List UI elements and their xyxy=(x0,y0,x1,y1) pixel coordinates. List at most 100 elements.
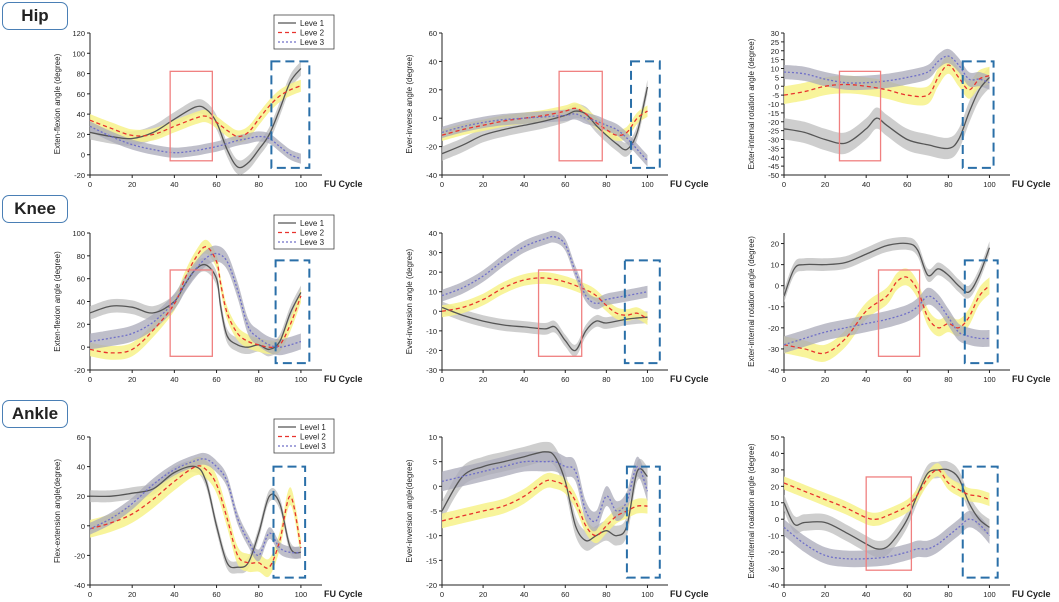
x-tick-label: 80 xyxy=(602,375,610,384)
y-tick-label: 15 xyxy=(771,56,779,65)
y-tick-label: 0 xyxy=(81,343,85,352)
series-line-level-1 xyxy=(441,451,648,542)
x-tick-label: 100 xyxy=(641,180,654,189)
highlight-red-box xyxy=(558,70,603,162)
band-level-1 xyxy=(784,460,990,558)
y-tick-label: 120 xyxy=(72,29,85,38)
x-axis-label: FU Cycle xyxy=(670,589,709,599)
x-tick-label: 0 xyxy=(440,375,444,384)
legend-box xyxy=(273,14,335,50)
y-tick-label: 20 xyxy=(429,86,437,95)
x-tick-label: 0 xyxy=(782,590,786,599)
highlight-red-box xyxy=(169,70,213,162)
y-axis-label: Ever-inversion angle(degree) xyxy=(405,459,414,563)
x-tick-label: 60 xyxy=(561,375,569,384)
x-tick-label: 80 xyxy=(944,590,952,599)
chart-panel-hip-2: -40 -20 0 20 40 60 0 20 40 60 80 100 FU Cycle Ever-in… xyxy=(405,29,709,189)
legend-label: Leve 3 xyxy=(300,238,325,247)
x-tick-label: 60 xyxy=(903,375,911,384)
y-tick-label: -5 xyxy=(430,507,437,516)
y-tick-label: -35 xyxy=(768,144,779,153)
highlight-blue-box xyxy=(274,259,311,365)
x-axis-label: FU Cycle xyxy=(324,589,363,599)
legend-label: Leve 2 xyxy=(300,229,325,238)
band-level-2 xyxy=(784,463,990,526)
y-tick-label: -50 xyxy=(768,171,779,180)
band-leve-3 xyxy=(90,121,301,164)
series-line-leve-2 xyxy=(441,107,648,137)
y-tick-label: 10 xyxy=(429,433,437,442)
y-tick-label: -15 xyxy=(426,556,437,565)
y-tick-label: 80 xyxy=(77,252,85,261)
y-tick-label: -40 xyxy=(74,581,85,590)
x-tick-label: 80 xyxy=(255,590,263,599)
x-tick-label: 20 xyxy=(821,375,829,384)
y-tick-label: 10 xyxy=(771,261,779,270)
highlight-blue-box xyxy=(961,60,995,169)
x-tick-label: 60 xyxy=(561,590,569,599)
x-tick-label: 0 xyxy=(88,375,92,384)
x-tick-label: 100 xyxy=(983,590,996,599)
y-tick-label: -30 xyxy=(768,136,779,145)
x-tick-label: 40 xyxy=(520,590,528,599)
y-tick-label: -20 xyxy=(768,548,779,557)
x-tick-label: 0 xyxy=(88,590,92,599)
y-tick-label: 10 xyxy=(771,65,779,74)
x-tick-label: 100 xyxy=(983,375,996,384)
x-tick-label: 0 xyxy=(440,180,444,189)
y-tick-label: 30 xyxy=(429,249,437,258)
y-tick-label: -30 xyxy=(768,565,779,574)
y-tick-label: 40 xyxy=(429,57,437,66)
y-tick-label: -30 xyxy=(426,366,437,375)
y-tick-label: 40 xyxy=(77,463,85,472)
y-axis-label: Ever-inverse angle (degree) xyxy=(405,54,414,153)
y-tick-label: 60 xyxy=(77,90,85,99)
y-axis-label: Ever-inversion angle (degree) xyxy=(405,248,414,354)
x-tick-label: 20 xyxy=(128,180,136,189)
y-tick-label: 0 xyxy=(775,82,779,91)
y-tick-label: -20 xyxy=(426,143,437,152)
y-tick-label: -20 xyxy=(426,346,437,355)
legend-label: Leve 2 xyxy=(300,29,325,38)
legend-label: Leve 1 xyxy=(300,219,325,228)
chart-panel-knee-2: -30 -20 -10 0 10 20 30 40 0 20 40 60 80 100 FU Cycle Ev… xyxy=(405,229,709,384)
series-line-level-2 xyxy=(783,469,990,520)
series-line-leve-1 xyxy=(783,76,990,150)
x-tick-label: 40 xyxy=(170,375,178,384)
x-axis-label: FU Cycle xyxy=(324,179,363,189)
series-line-leve-3 xyxy=(89,252,302,348)
chart-panel-ankle-1: -40 -20 0 20 40 60 0 20 40 60 80 100 FU Cycle Flex-ex… xyxy=(53,418,363,599)
x-axis-label: FU Cycle xyxy=(324,374,363,384)
y-tick-label: 20 xyxy=(771,482,779,491)
x-tick-label: 100 xyxy=(295,590,308,599)
band-level-3 xyxy=(784,510,990,568)
y-tick-label: -10 xyxy=(768,100,779,109)
band-leve-2 xyxy=(784,268,990,362)
series-line-leve-3 xyxy=(441,235,648,305)
y-tick-label: -40 xyxy=(768,581,779,590)
series-line-leve-1 xyxy=(783,242,991,297)
y-tick-label: -20 xyxy=(74,551,85,560)
y-tick-label: -10 xyxy=(426,327,437,336)
x-tick-label: 20 xyxy=(128,375,136,384)
series-line-level-3 xyxy=(783,518,990,560)
y-axis-label: Exter-internal rotation angle (degree) xyxy=(747,236,756,367)
y-tick-label: 30 xyxy=(771,29,779,38)
x-tick-label: 20 xyxy=(479,180,487,189)
band-level-3 xyxy=(442,451,648,532)
y-tick-label: 25 xyxy=(771,38,779,47)
series-line-level-2 xyxy=(441,479,648,537)
highlight-blue-box xyxy=(961,465,999,579)
y-tick-label: -10 xyxy=(768,532,779,541)
highlight-blue-box xyxy=(630,60,661,169)
x-tick-label: 80 xyxy=(602,180,610,189)
x-tick-label: 0 xyxy=(440,590,444,599)
x-tick-label: 0 xyxy=(782,375,786,384)
band-leve-1 xyxy=(784,236,990,303)
legend-label: Leve 3 xyxy=(300,38,325,47)
y-tick-label: -20 xyxy=(768,118,779,127)
